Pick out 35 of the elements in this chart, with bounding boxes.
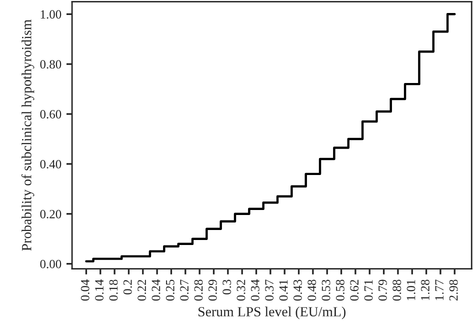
x-axis-title: Serum LPS level (EU/mL) [198, 306, 346, 320]
x-tick-label: 0.43 [293, 280, 302, 301]
x-tick-label: 0.2 [123, 280, 132, 294]
y-tick-label: 0.80 [40, 60, 62, 69]
x-tick-label: 1.01 [406, 280, 416, 300]
x-tick-label: 0.04 [80, 279, 90, 301]
x-tick-label: 2.98 [449, 280, 458, 301]
x-tick-label: 0.71 [364, 280, 373, 301]
x-tick-label: 0.41 [279, 280, 288, 301]
y-axis-title: Probability of subclinical hypothyroidism [21, 20, 34, 251]
x-tick-label: 0.79 [378, 280, 387, 301]
x-tick-label: 0.32 [236, 280, 246, 301]
x-tick-label: 0.24 [152, 279, 160, 301]
x-tick-label: 0.88 [392, 280, 402, 301]
x-tick-label: 0.48 [308, 280, 316, 301]
x-tick-label: 0.37 [265, 280, 274, 301]
x-tick-label: 0.34 [250, 279, 260, 301]
x-tick-label: 0.25 [166, 280, 174, 301]
x-tick-label: 0.27 [180, 280, 189, 301]
x-tick-label: 0.29 [208, 280, 217, 301]
y-tick-label: 1.00 [40, 10, 62, 19]
x-tick-label: 0.28 [194, 280, 203, 301]
x-tick-label: 0.14 [95, 279, 104, 301]
x-tick-label: 0.62 [350, 280, 359, 301]
x-tick-label: 1.77 [435, 280, 444, 300]
x-tick-label: 1.28 [420, 280, 430, 300]
y-tick-label: 0.40 [40, 160, 62, 168]
x-tick-label: 0.3 [222, 280, 232, 294]
y-tick-label: 0.20 [40, 210, 62, 218]
y-tick-label: 0.60 [40, 110, 62, 119]
x-tick-label: 0.18 [109, 280, 118, 301]
x-tick-label: 0.58 [336, 280, 344, 301]
y-tick-label: 0.00 [40, 260, 62, 268]
x-tick-label: 0.22 [138, 280, 146, 301]
x-tick-label: 0.53 [322, 280, 330, 301]
